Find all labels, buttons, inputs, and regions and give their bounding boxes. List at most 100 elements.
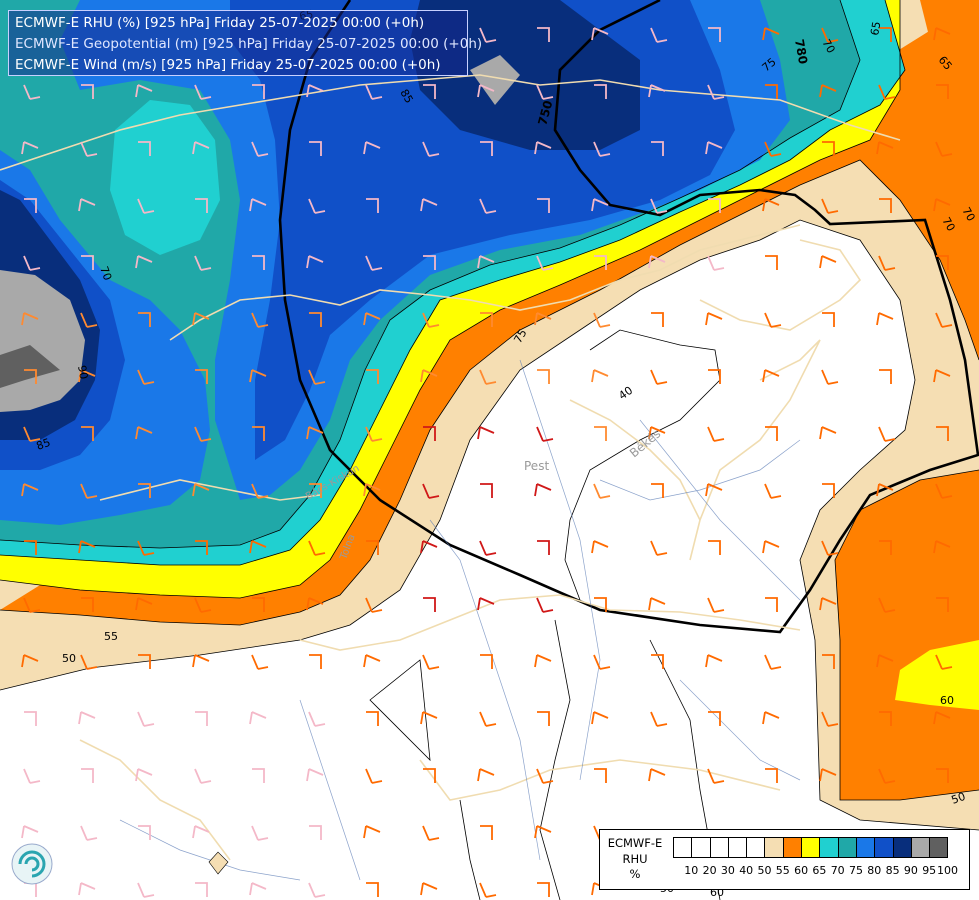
wind-barb-icon <box>822 483 835 498</box>
wind-barb-icon <box>537 540 550 555</box>
wind-barb-icon <box>422 141 440 157</box>
wind-barb-icon <box>879 540 892 555</box>
wind-barb-icon <box>80 312 98 328</box>
wind-barb-icon <box>480 483 493 498</box>
isohypse-label-group: 750 780 <box>535 38 810 127</box>
wind-barb-icon <box>21 141 39 155</box>
wind-barb-icon <box>765 84 778 99</box>
wind-barb-icon <box>24 711 37 726</box>
wind-barb-icon <box>195 369 208 384</box>
wind-barb-icon <box>879 198 892 213</box>
wind-barb-icon <box>194 768 212 784</box>
wind-barb-icon <box>138 312 151 327</box>
band-100 <box>0 345 60 388</box>
wind-barb-icon <box>363 312 381 326</box>
wind-barb-icon <box>821 540 839 556</box>
legend-tick-label: 70 <box>830 864 845 877</box>
wind-barb-icon <box>648 426 666 440</box>
legend-tick-label: 100 <box>937 864 958 877</box>
wind-barb-icon <box>194 255 212 271</box>
legend-tick-label: 90 <box>903 864 918 877</box>
geopotential-title: ECMWF-E Geopotential (m) [925 hPa] Frida… <box>15 36 483 52</box>
wind-barb-icon <box>80 654 98 670</box>
wind-barb-icon <box>935 483 953 499</box>
wind-barb-icon <box>420 882 438 896</box>
contour-label: 85 <box>35 436 53 453</box>
wind-barb-icon <box>477 84 495 98</box>
wind-barb-icon <box>708 711 721 726</box>
wind-barb-icon <box>707 255 725 271</box>
wind-barb-icon <box>707 84 725 100</box>
wind-barb-icon <box>819 426 837 440</box>
wind-barb-icon <box>651 141 664 156</box>
wind-barb-icon <box>252 768 265 783</box>
contour-label: 50 <box>950 790 968 807</box>
wind-barb-icon <box>422 654 440 670</box>
contour-label-group: 85 65 70 75 75 40 55 50 50 70 85 90 70 6… <box>35 8 978 899</box>
wind-barb-icon <box>537 198 550 213</box>
wind-barb-icon <box>708 27 721 42</box>
wind-barb-icon <box>422 825 440 841</box>
wind-barb-icon <box>23 255 41 271</box>
wind-barb-icon <box>534 141 552 155</box>
wind-barb-icon <box>534 654 552 668</box>
wind-barb-icon <box>764 483 782 499</box>
legend-swatch <box>674 837 693 858</box>
wind-barb-icon <box>24 540 37 555</box>
wind-barb-icon <box>366 882 379 897</box>
wind-barb-icon <box>366 540 379 555</box>
wind-barb-icon <box>81 84 94 99</box>
wind-barb-icon <box>534 825 552 839</box>
wind-barb-icon <box>477 255 495 269</box>
wind-barb-icon <box>137 711 155 727</box>
wind-barb-icon <box>705 141 723 155</box>
wind-barb-icon <box>308 882 326 898</box>
wind-barb-icon <box>594 84 607 99</box>
wind-barb-icon <box>936 768 949 783</box>
wind-barb-icon <box>366 198 379 213</box>
band-95-100-b <box>470 55 520 105</box>
legend-tick-label: 65 <box>812 864 827 877</box>
wind-barb-icon <box>80 825 98 841</box>
wind-barb-icon <box>81 426 94 441</box>
wind-barb-icon <box>935 654 953 670</box>
wind-barb-icon <box>81 597 94 612</box>
wind-barb-icon <box>594 597 607 612</box>
wind-barb-icon <box>537 882 550 897</box>
wind-barb-icon <box>536 84 554 100</box>
wind-barb-icon <box>252 84 265 99</box>
wind-barb-icon <box>707 597 725 613</box>
band-0-50 <box>0 220 979 900</box>
wind-barb-icon <box>651 312 664 327</box>
wind-barb-icon <box>306 255 324 269</box>
wind-barb-icon <box>591 369 609 383</box>
legend-tick-label: 80 <box>867 864 882 877</box>
legend-swatch <box>765 837 784 858</box>
contour-label: 70 <box>939 215 957 234</box>
legend-unit: % <box>629 867 641 881</box>
wind-barb-icon <box>534 312 552 326</box>
wind-barb-icon <box>192 654 210 668</box>
wind-barb-icon <box>707 768 725 784</box>
wind-barb-icon <box>876 654 894 668</box>
wind-barb-icon <box>764 141 782 157</box>
wind-barb-icon <box>536 255 554 271</box>
wind-barb-icon <box>81 768 94 783</box>
wind-barb-icon <box>192 483 210 497</box>
small-wheat-area <box>208 851 229 875</box>
wind-barb-icon <box>251 312 269 328</box>
wind-barb-icon <box>480 654 493 669</box>
wind-barb-icon <box>249 369 267 383</box>
wind-barb-icon <box>933 27 951 41</box>
wind-barb-icon <box>537 369 550 384</box>
wind-barb-icon <box>935 141 953 157</box>
wind-barb-icon <box>80 483 98 499</box>
isohypse-label: 780 <box>792 38 810 65</box>
wind-barb-icon <box>420 711 438 725</box>
legend-title: ECMWF-E RHU % <box>604 836 666 883</box>
wind-barb-icon <box>194 597 212 613</box>
wind-barb-icon <box>479 882 497 898</box>
wind-barb-icon <box>422 312 440 328</box>
